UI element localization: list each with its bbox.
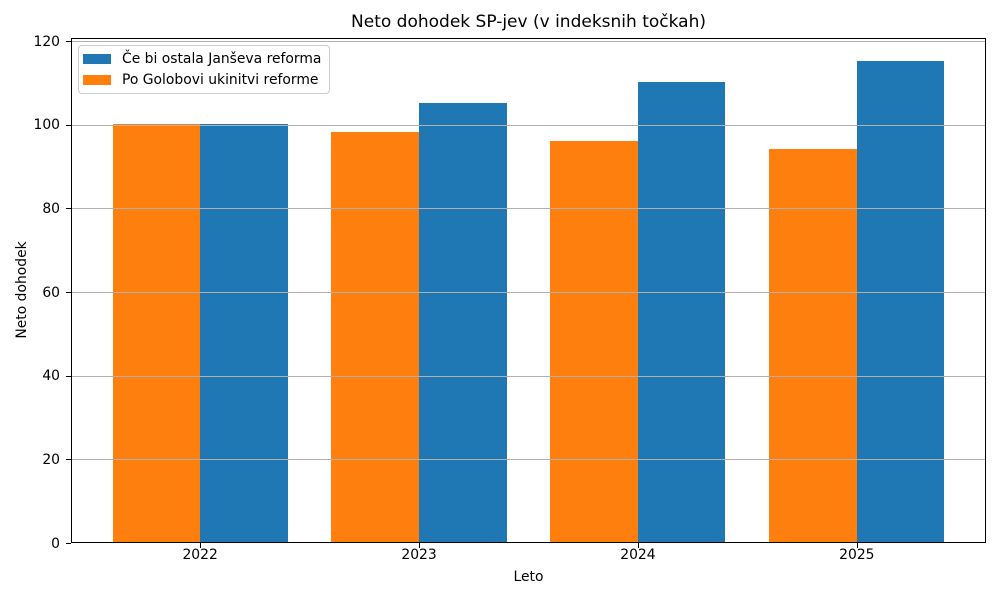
legend-swatch-1 [83,54,111,64]
legend: Če bi ostala Janševa reforma Po Golobovi … [78,45,331,94]
x-tick-mark-2023 [419,543,421,548]
x-tick-mark-2022 [200,543,202,548]
gridline-y-20 [72,459,985,461]
x-tick-label-2022: 2022 [182,547,218,563]
y-tick-mark-80 [66,208,71,210]
x-tick-mark-2024 [637,543,639,548]
gridline-y-80 [72,208,985,210]
y-tick-mark-100 [66,124,71,126]
legend-label-2: Po Golobovi ukinitvi reforme [122,72,319,88]
y-tick-mark-20 [66,459,71,461]
bar-series2-2023 [331,132,420,542]
y-tick-mark-0 [66,543,71,544]
y-tick-label-80: 80 [42,200,60,217]
legend-row-2: Po Golobovi ukinitvi reforme [83,70,321,91]
bar-series2-2022 [112,123,201,542]
gridline-y-60 [72,292,985,294]
y-tick-mark-120 [66,41,71,43]
y-tick-label-120: 120 [33,33,60,50]
gridline-y-40 [72,375,985,377]
y-tick-label-20: 20 [42,451,60,468]
chart-title: Neto dohodek SP-jev (v indeksnih točkah) [351,12,706,32]
bar-series1-2024 [637,81,726,542]
bar-series1-2023 [419,102,507,542]
plot-area [71,38,986,543]
gridline-y-100 [72,124,985,126]
x-tick-label-2024: 2024 [620,547,656,563]
x-axis-label: Leto [513,569,544,585]
legend-label-1: Če bi ostala Janševa reforma [122,51,322,67]
bar-series1-2022 [200,123,288,542]
y-tick-label-60: 60 [42,284,60,301]
y-tick-mark-40 [66,375,71,377]
gridline-y-120 [72,41,985,43]
x-tick-label-2025: 2025 [839,547,875,563]
bar-series1-2025 [856,61,945,542]
y-tick-label-100: 100 [33,117,60,134]
y-tick-label-0: 0 [51,535,60,552]
y-tick-mark-60 [66,292,71,294]
y-tick-label-40: 40 [42,368,60,385]
bar-series2-2025 [769,148,857,542]
x-tick-mark-2025 [856,543,858,548]
x-tick-label-2023: 2023 [401,547,437,563]
legend-swatch-2 [83,75,111,85]
bar-series2-2024 [550,140,638,542]
legend-row-1: Če bi ostala Janševa reforma [83,49,321,70]
